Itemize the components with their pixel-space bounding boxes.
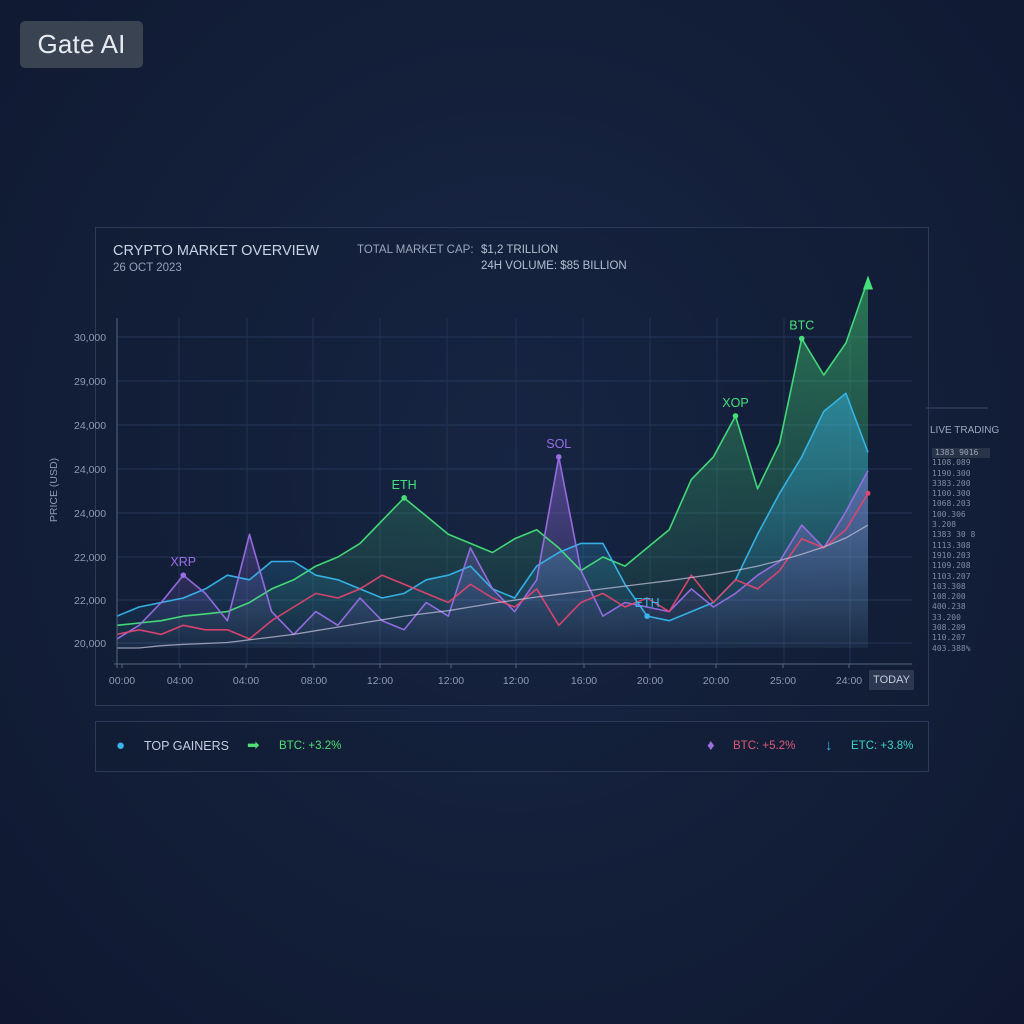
y-tick-label: 30,000 <box>74 332 106 344</box>
x-tick-label: 24:00 <box>836 675 862 687</box>
live-trading-row: 108.200 <box>932 592 966 602</box>
live-trading-row: 1108.089 <box>932 458 971 468</box>
series-area-blue <box>117 393 868 648</box>
series-line-red <box>116 492 869 640</box>
volume-value: 24H VOLUME: $85 BILLION <box>481 260 627 272</box>
chart-area-fills <box>117 279 868 648</box>
live-trading-row: 33.200 <box>932 612 961 622</box>
annotation-label: BTC <box>789 319 814 333</box>
series-line-purple <box>116 456 869 640</box>
market-cap-value: $1,2 TRILLION <box>481 244 559 256</box>
gainer-item-etc[interactable]: ETC: +3.8% <box>851 740 914 752</box>
y-tick-label: 24,000 <box>74 464 106 476</box>
bitcoin-icon: ● <box>116 737 126 754</box>
x-tick-label: 12:00 <box>438 675 464 687</box>
x-tick-label: 16:00 <box>571 675 597 687</box>
series-line-green <box>116 279 869 627</box>
annotation-marker <box>180 572 187 578</box>
live-trading-row: 403.388% <box>932 643 971 653</box>
x-tick-label: 04:00 <box>167 675 193 687</box>
y-tick-label: 20,000 <box>74 638 106 650</box>
live-trading-row: 400.238 <box>932 602 966 612</box>
annotation-label: SOL <box>546 437 571 451</box>
series-line-trend <box>117 524 869 649</box>
arrow-down-icon: ↓ <box>825 737 833 754</box>
brand-logo: Gate AI <box>20 21 143 68</box>
series-endpoint-red <box>865 490 871 496</box>
annotation-marker <box>732 413 739 419</box>
annotation-marker <box>798 335 805 342</box>
x-tick-label: 04:00 <box>233 675 259 687</box>
live-trading-row: 1100.300 <box>932 489 971 499</box>
x-tick-label: 20:00 <box>637 675 663 687</box>
annotation-label: XOP <box>722 396 748 410</box>
live-trading-list: 1383 9016 1108.089 1190.300 3383.200 1100.30… <box>932 448 990 654</box>
gainer-item-btc[interactable]: BTC: +3.2% <box>279 740 342 752</box>
chart-title: CRYPTO MARKET OVERVIEW <box>113 243 320 259</box>
series-arrow-green <box>863 275 873 290</box>
live-trading-row: 3.208 <box>932 520 957 530</box>
today-button[interactable]: TODAY <box>869 670 914 690</box>
live-trading-row: 1910.203 <box>932 550 971 560</box>
series-area-purple <box>117 456 868 648</box>
live-trading-row: 103.308 <box>932 581 966 591</box>
x-tick-label: 08:00 <box>301 675 327 687</box>
series-area-green <box>117 279 868 648</box>
live-trading-row: 308.209 <box>932 623 966 633</box>
annotation-label: ETH <box>392 478 417 492</box>
live-trading-row: 1068.203 <box>932 499 971 509</box>
x-tick-label: 12:00 <box>503 675 529 687</box>
live-trading-row: 1383 30 8 <box>932 530 976 540</box>
live-trading-row: 110.207 <box>932 633 966 643</box>
live-trading-title: LIVE TRADING <box>930 425 1000 436</box>
chart-lines <box>116 275 873 649</box>
x-tick-label: 25:00 <box>770 675 796 687</box>
arrow-right-icon: ➡ <box>247 737 260 754</box>
y-tick-label: 29,000 <box>74 376 106 388</box>
y-axis-label: PRICE (USD) <box>48 458 60 522</box>
market-cap-label: TOTAL MARKET CAP: <box>357 244 474 256</box>
annotation-marker <box>555 454 562 460</box>
y-tick-label: 22,000 <box>74 595 106 607</box>
x-tick-label: 20:00 <box>703 675 729 687</box>
coin-icon: ♦ <box>707 737 715 754</box>
annotation-label: XRP <box>170 555 196 569</box>
live-trading-row: 100.306 <box>932 509 966 519</box>
top-gainers-bar <box>95 721 929 772</box>
live-trading-row: 1190.300 <box>932 468 971 478</box>
y-tick-label: 24,000 <box>74 420 106 432</box>
annotation-label: ETH <box>635 596 660 610</box>
y-tick-label: 22,000 <box>74 552 106 564</box>
live-trading-row: 1383 9016 <box>932 448 990 459</box>
x-tick-label: 00:00 <box>109 675 135 687</box>
live-trading-row: 1109.208 <box>932 561 971 571</box>
top-gainers-label: TOP GAINERS <box>144 739 229 753</box>
gainer-item-btc-2[interactable]: BTC: +5.2% <box>733 740 796 752</box>
annotation-marker <box>644 613 650 619</box>
x-tick-label: 12:00 <box>367 675 393 687</box>
y-tick-label: 24,000 <box>74 508 106 520</box>
chart-labels: 30,000 29,000 24,000 24,000 24,000 22,000 22,0… <box>48 319 862 687</box>
live-trading-row: 3383.200 <box>932 478 971 488</box>
live-trading-row: 1103.207 <box>932 571 971 581</box>
chart-axes <box>114 318 988 668</box>
chart-date: 26 OCT 2023 <box>113 262 182 274</box>
live-trading-row: 1113.308 <box>932 540 971 550</box>
annotation-marker <box>401 495 407 501</box>
